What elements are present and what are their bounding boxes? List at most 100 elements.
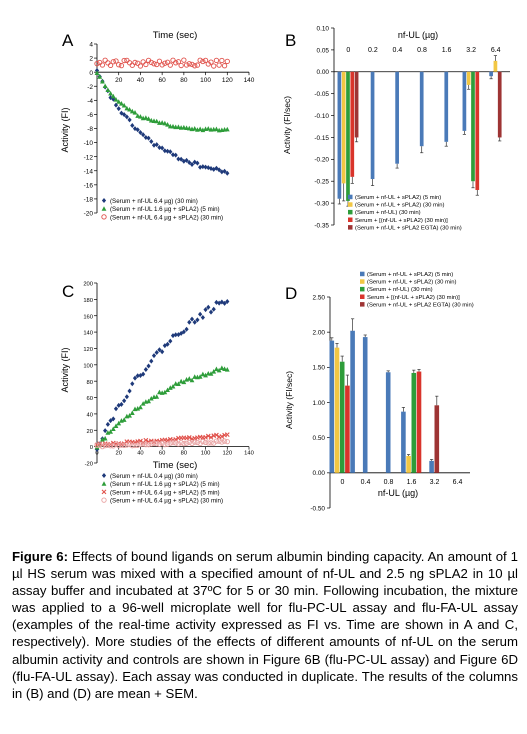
legend-marker	[101, 214, 107, 220]
data-point	[102, 442, 108, 449]
data-point	[205, 433, 211, 439]
data-point	[135, 373, 140, 379]
data-point	[135, 60, 141, 66]
data-point	[146, 135, 151, 141]
legend-marker	[101, 206, 107, 211]
x-tick-label: 120	[222, 77, 233, 84]
legend-marker	[101, 473, 107, 478]
y-tick-label: 2.00	[313, 330, 326, 337]
legend-marker	[101, 481, 107, 486]
data-point	[195, 317, 200, 323]
data-point	[146, 363, 151, 369]
data-point	[156, 58, 163, 64]
data-point	[208, 371, 214, 376]
data-point	[135, 442, 141, 448]
data-point	[200, 315, 205, 321]
data-point	[198, 164, 203, 170]
legend-label: (Serum + nf-UL 6.4 µg + sPLA2) (5 min)	[110, 489, 220, 496]
data-point	[105, 421, 110, 427]
data-point	[222, 300, 227, 306]
bar	[429, 460, 434, 473]
data-point	[189, 316, 195, 322]
data-point	[110, 443, 116, 449]
data-point	[214, 432, 219, 438]
bar	[345, 385, 350, 473]
data-point	[197, 374, 203, 379]
data-point	[140, 441, 146, 447]
data-point	[167, 62, 173, 68]
data-point	[208, 59, 214, 65]
category-label: 3.2	[466, 47, 476, 54]
legend-swatch	[348, 217, 353, 222]
data-point	[107, 443, 114, 449]
data-point	[176, 381, 181, 386]
data-point	[178, 62, 184, 69]
data-point	[181, 124, 187, 130]
panel-b-chart: B 0.10 0.05 0.00 -0.05 -0.10 -0.15 -0.20 -0.25 -0…	[282, 25, 510, 231]
data-point	[102, 83, 108, 89]
data-point	[146, 116, 151, 121]
data-point	[118, 62, 125, 69]
data-point	[189, 440, 195, 447]
data-point	[189, 162, 195, 168]
data-point	[208, 309, 214, 315]
data-point	[200, 58, 206, 65]
data-point	[113, 441, 119, 447]
x-tick-label: 20	[115, 451, 121, 457]
y-tick-label: -20	[84, 211, 94, 218]
legend-swatch	[348, 202, 353, 207]
x-tick-label: 60	[159, 451, 165, 457]
data-point	[219, 439, 225, 445]
data-point	[149, 358, 154, 364]
data-point	[213, 57, 220, 63]
data-point	[205, 440, 211, 446]
data-point	[126, 441, 133, 448]
data-point	[197, 57, 203, 63]
data-point	[200, 164, 205, 170]
data-point	[192, 126, 198, 131]
bar	[466, 71, 471, 85]
legend-label: Serum + [(nf-UL + sPLA2) (30 min)]	[355, 218, 448, 224]
bar	[406, 455, 411, 473]
y-tick-label: 120	[83, 347, 93, 353]
panel-letter: A	[62, 31, 74, 50]
y-tick-label: 200	[83, 282, 93, 288]
data-point	[151, 353, 157, 359]
data-point	[186, 435, 192, 440]
data-point	[121, 57, 127, 64]
data-point	[219, 169, 224, 175]
data-point	[108, 90, 113, 96]
data-point	[138, 114, 143, 119]
y-tick-label: 180	[83, 298, 93, 304]
data-point	[202, 57, 209, 64]
data-point	[99, 443, 106, 450]
y-tick-label: -0.30	[314, 201, 329, 208]
data-point	[138, 129, 143, 135]
category-label: 0.8	[417, 47, 427, 54]
data-point	[118, 442, 125, 448]
figure-caption: Figure 6: Effects of bound ligands on se…	[12, 548, 518, 702]
bar	[497, 71, 502, 138]
data-point	[181, 329, 186, 335]
data-point	[168, 338, 173, 344]
data-point	[143, 367, 148, 373]
bar	[350, 71, 355, 177]
data-point	[140, 59, 146, 65]
data-point	[167, 440, 173, 446]
data-point	[165, 148, 170, 154]
data-point	[170, 383, 176, 389]
y-tick-label: -18	[84, 197, 94, 204]
data-point	[162, 60, 168, 66]
data-point	[151, 440, 157, 447]
category-label: 1.6	[442, 47, 452, 54]
category-label: 0.2	[368, 47, 378, 54]
data-point	[113, 58, 119, 64]
data-point	[165, 387, 170, 393]
data-point	[130, 381, 135, 387]
data-point	[97, 74, 103, 79]
data-point	[121, 442, 127, 448]
data-point	[124, 442, 130, 448]
data-point	[132, 375, 138, 381]
bar	[434, 405, 440, 473]
